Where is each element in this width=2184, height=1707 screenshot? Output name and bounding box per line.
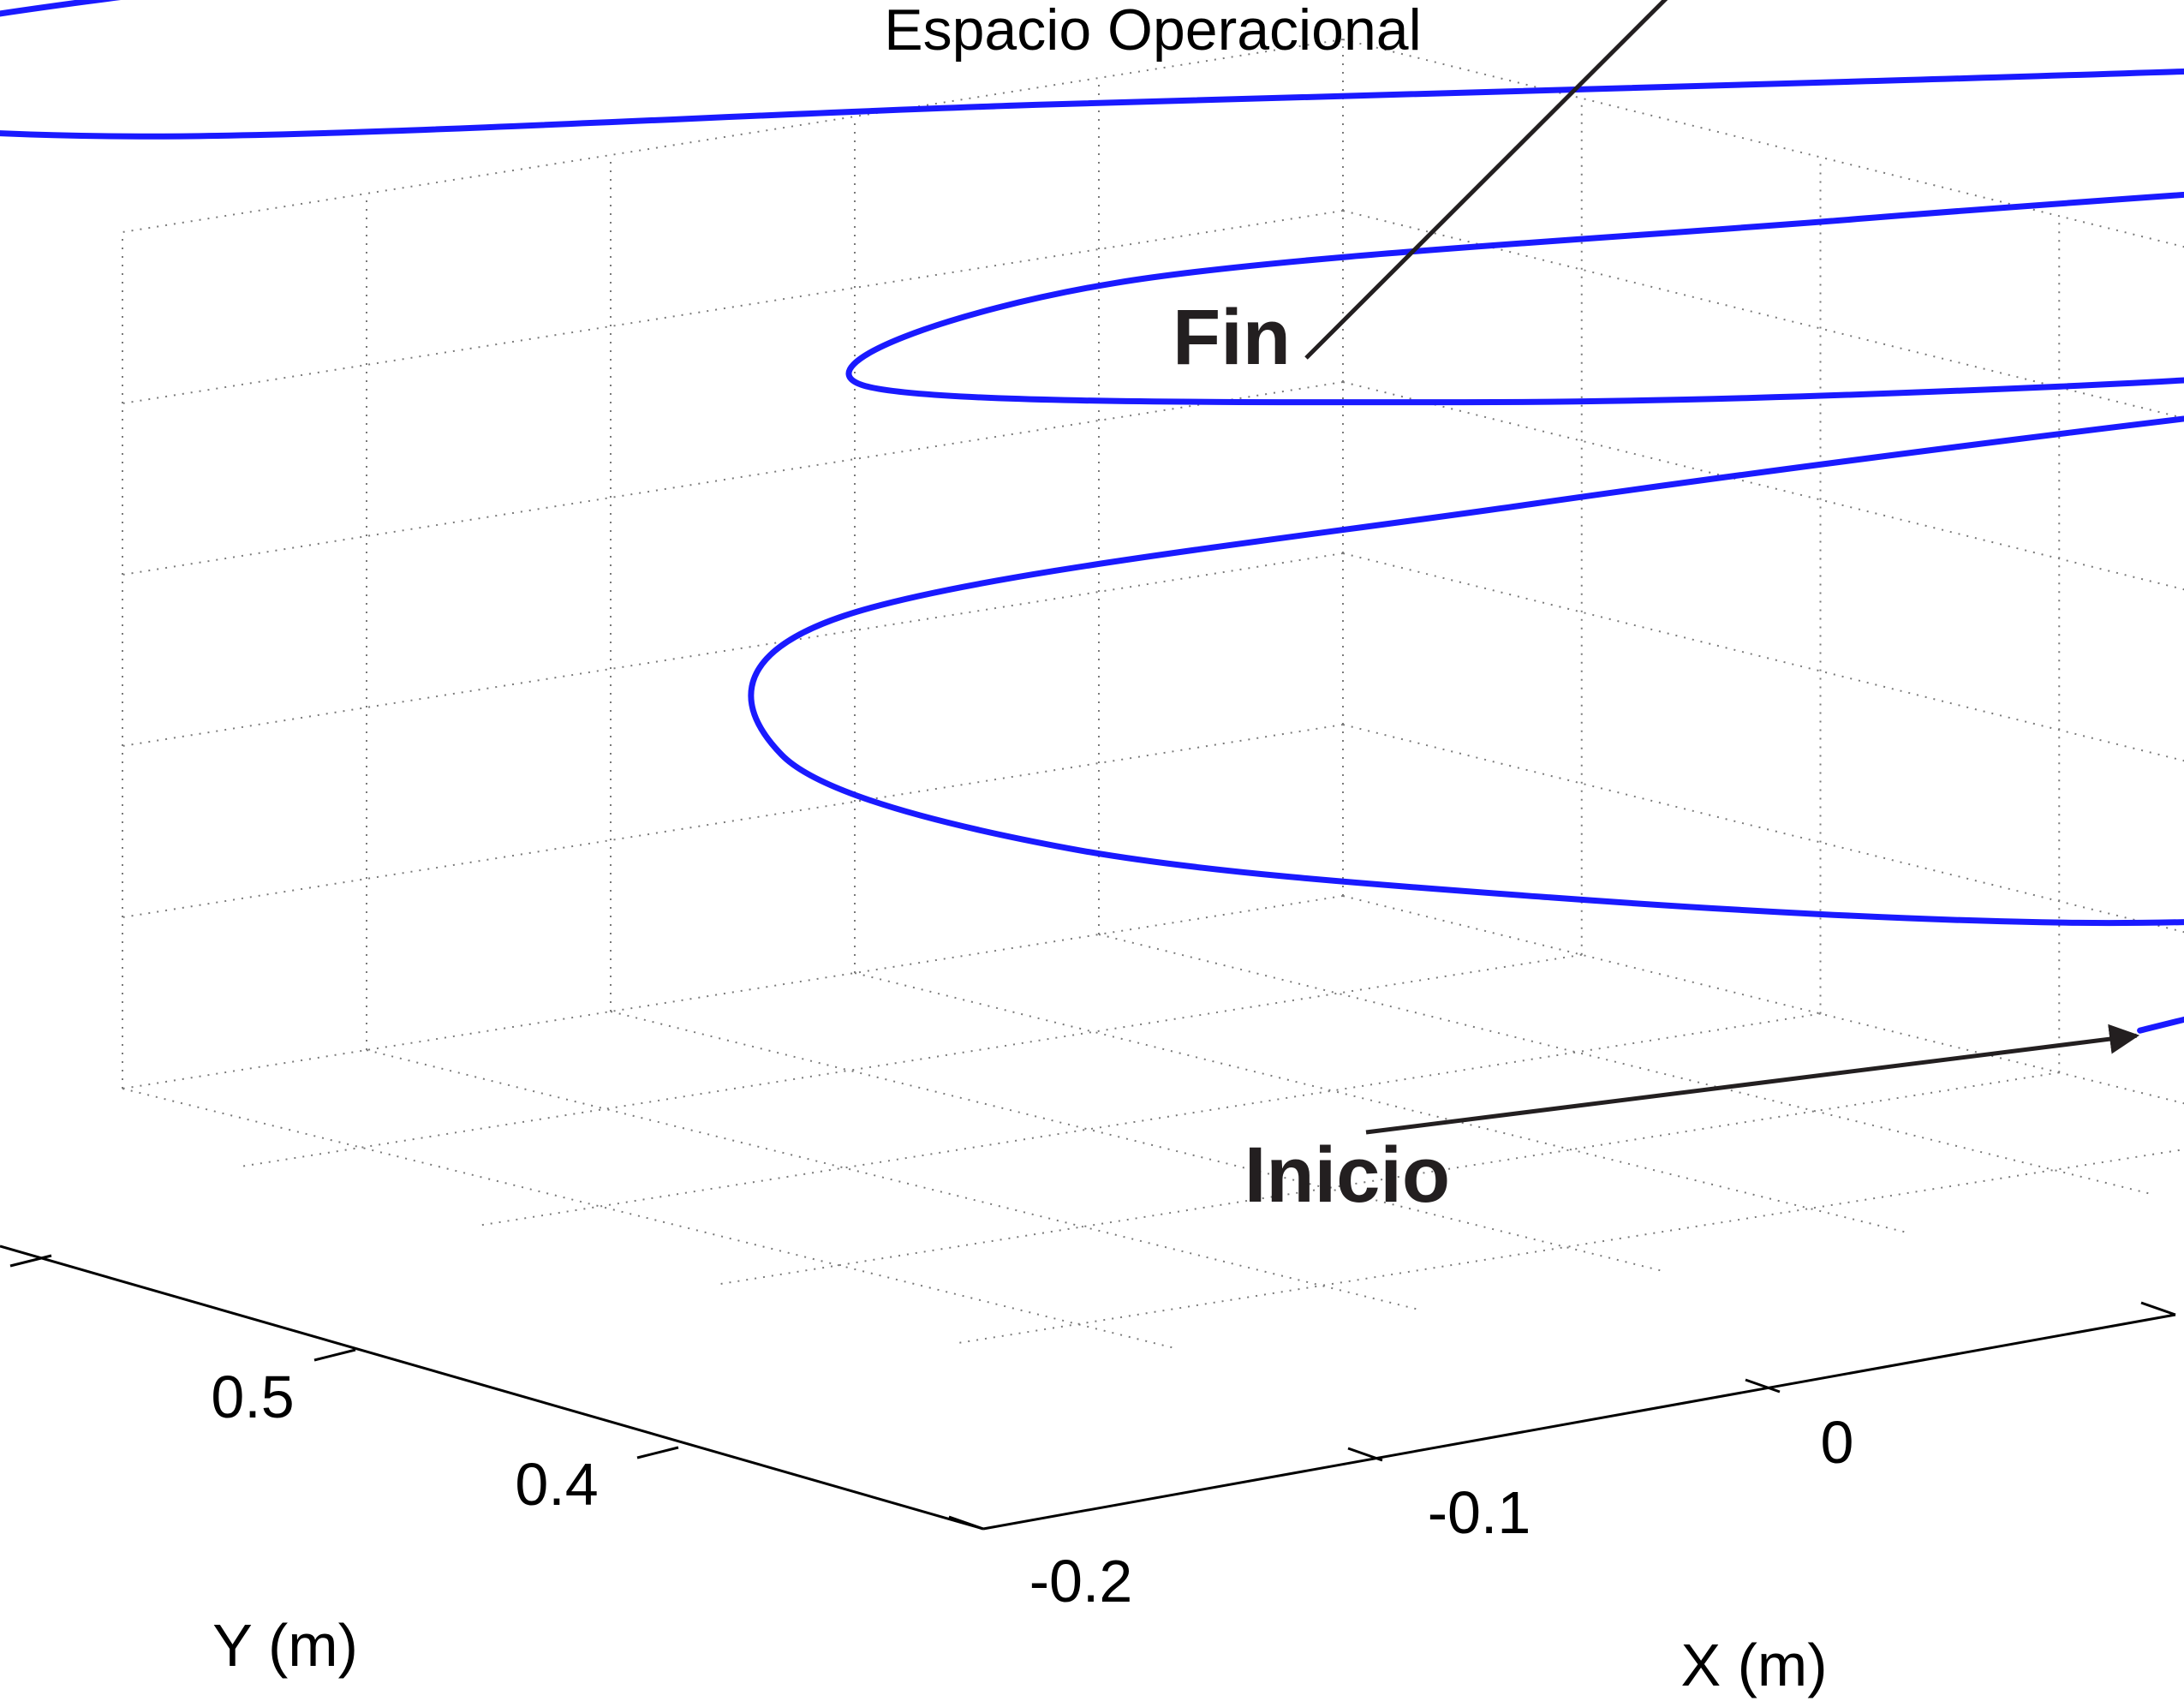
grid-line (955, 1148, 2184, 1345)
grid-line (366, 1049, 1417, 1310)
grid-lines (122, 39, 2184, 1349)
axes (0, 1244, 2176, 1531)
trajectory-series (0, 0, 2184, 1034)
y-tick-label: 0.5 (211, 1364, 294, 1430)
y-tick-label: 0.4 (515, 1451, 598, 1518)
y-tick-mark (313, 1348, 356, 1362)
grid-line (122, 552, 1344, 747)
x-tick-mark (2140, 1301, 2176, 1316)
x-tick-label: -0.2 (1029, 1548, 1133, 1614)
y-axis-line (0, 1244, 984, 1531)
grid-line (1098, 934, 2150, 1195)
x-tick-mark (1347, 1447, 1383, 1462)
y-axis-label: Y (m) (212, 1612, 358, 1679)
annotation-label: Inicio (1244, 1131, 1450, 1219)
trajectory-line (0, 0, 2184, 1034)
tick-marks: -0.2 -0.1 0 0.4 0.5 (9, 1254, 2176, 1614)
grid-line (122, 39, 1344, 233)
x-tick-mark (948, 1515, 984, 1531)
grid-line (1342, 724, 2184, 934)
annotation-arrow (1304, 0, 1668, 360)
grid-line (122, 381, 1344, 576)
grid-line (1342, 39, 2184, 248)
grid-line (122, 210, 1344, 404)
grid-line (610, 1011, 1662, 1272)
grid-line (1342, 210, 2184, 420)
grid-line (122, 895, 1344, 1089)
chart-title: Espacio Operacional (884, 0, 1421, 63)
x-axis-line (982, 1313, 2176, 1531)
annotation-label: Fin (1173, 294, 1291, 381)
x-tick-mark (1745, 1378, 1781, 1394)
y-tick-mark (9, 1254, 52, 1268)
grid-line (1342, 895, 2184, 1105)
grid-line (477, 1012, 1821, 1227)
x-tick-label: 0 (1821, 1409, 1854, 1476)
grid-line (1342, 552, 2184, 762)
grid-line (854, 972, 1906, 1233)
x-axis-label: X (m) (1680, 1632, 1827, 1698)
grid-line (122, 1088, 1173, 1349)
grid-line (122, 724, 1344, 918)
y-tick-mark (636, 1446, 679, 1459)
annotation-arrow (1365, 1024, 2140, 1135)
annotations: Fin Inicio (1173, 0, 2140, 1219)
x-tick-label: -0.1 (1428, 1479, 1531, 1546)
grid-line (1342, 381, 2184, 591)
